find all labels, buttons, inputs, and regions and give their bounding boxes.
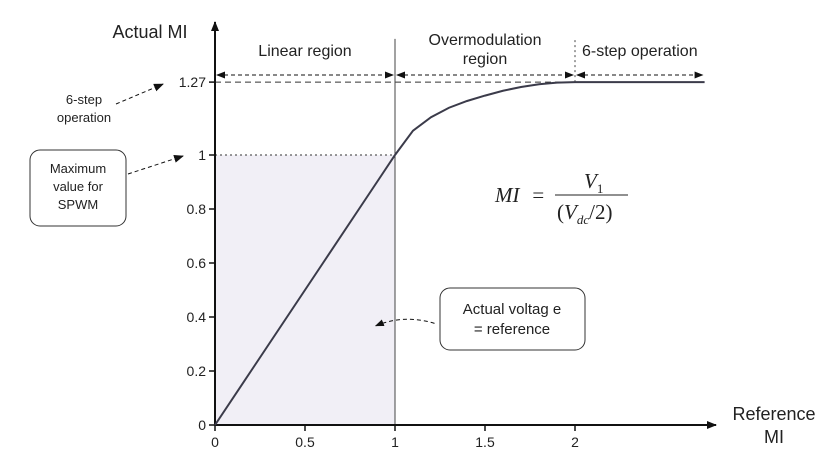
x-tick-label: 1.5 [475,434,495,450]
region-label: region [463,51,507,68]
x-tick-label: 0 [211,434,219,450]
max-spwm-line1: Maximum [50,161,106,176]
y-tick-label: 1 [198,147,206,163]
y-tick-label: 0.4 [187,309,207,325]
equation-numerator: V1 [584,169,603,196]
y-tick-label: 0.8 [187,201,207,217]
x-axis-title-line1: Reference [732,404,815,424]
actual-voltage-box [439,287,586,351]
actual-voltage-line1: Actual voltag e [463,301,561,318]
y-tick-label: 0.6 [187,255,207,271]
equation-equals: = [531,183,545,207]
six-step-note-line1: 6-step [66,92,102,107]
y-tick-label: 1.27 [179,74,206,90]
y-ticks: 0 0.2 0.4 0.6 0.8 1 1.27 [179,74,215,433]
y-axis-title: Actual MI [112,22,187,42]
mi-equation: MI = V1 (Vdc/2) [494,169,628,227]
x-tick-label: 0.5 [295,434,315,450]
max-spwm-line3: SPWM [58,197,98,212]
x-ticks: 0 0.5 1 1.5 2 [211,425,579,450]
equation-lhs: MI [494,183,520,207]
x-tick-label: 2 [571,434,579,450]
y-tick-label: 0 [198,417,206,433]
actual-voltage-arrow [374,318,437,327]
max-spwm-line2: value for [53,179,104,194]
x-tick-label: 1 [391,434,399,450]
max-spwm-arrow [127,154,184,175]
six-step-note-arrow [115,83,164,105]
y-tick-label: 0.2 [187,363,207,379]
x-axis-title-line2: MI [764,427,784,447]
region-label: 6-step operation [582,43,698,60]
region-markers: Linear region Overmodulation region 6-step … [216,32,704,79]
max-spwm-box [29,149,127,227]
region-label: Overmodulation [429,32,542,49]
actual-mi-curve [214,81,705,426]
actual-voltage-line2: = reference [474,321,550,338]
region-label: Linear region [258,43,351,60]
six-step-note-line2: operation [57,110,111,125]
equation-denominator: (Vdc/2) [557,200,612,227]
